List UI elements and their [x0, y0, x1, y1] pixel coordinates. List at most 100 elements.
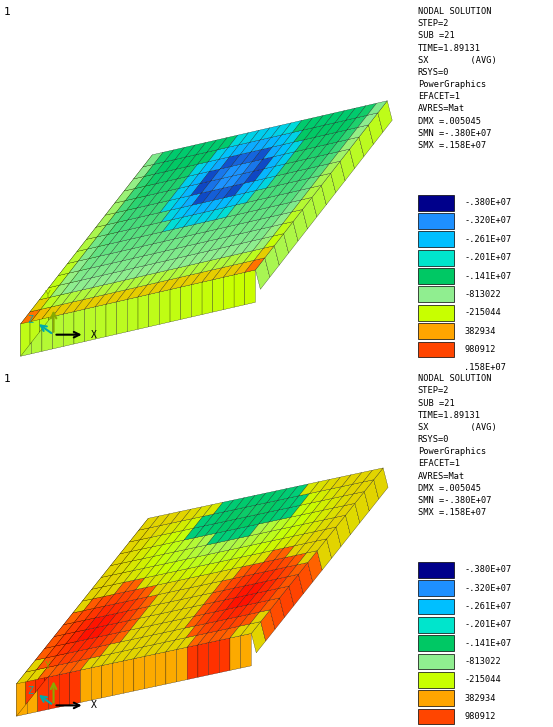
Polygon shape [190, 574, 211, 587]
Polygon shape [91, 665, 102, 700]
Polygon shape [144, 162, 164, 177]
Polygon shape [132, 625, 152, 640]
Polygon shape [251, 137, 271, 152]
Bar [418, 580, 455, 596]
Polygon shape [267, 174, 287, 188]
Polygon shape [154, 239, 174, 254]
Polygon shape [238, 209, 259, 224]
Polygon shape [120, 542, 129, 586]
Polygon shape [285, 149, 306, 164]
Polygon shape [116, 590, 136, 603]
Polygon shape [211, 166, 231, 181]
Polygon shape [81, 656, 101, 670]
Polygon shape [355, 491, 369, 523]
Polygon shape [135, 174, 155, 188]
Polygon shape [268, 577, 288, 591]
Polygon shape [312, 185, 326, 217]
Polygon shape [26, 660, 35, 704]
Text: -.320E+07: -.320E+07 [464, 584, 512, 593]
Polygon shape [105, 592, 125, 606]
Polygon shape [155, 640, 175, 654]
Polygon shape [249, 601, 269, 614]
Polygon shape [98, 232, 118, 246]
Polygon shape [124, 569, 144, 582]
Polygon shape [359, 125, 373, 156]
Polygon shape [284, 140, 304, 154]
Polygon shape [216, 519, 236, 533]
Polygon shape [219, 145, 239, 159]
Polygon shape [156, 169, 176, 184]
Polygon shape [290, 188, 311, 202]
Polygon shape [192, 190, 212, 205]
Polygon shape [213, 500, 234, 514]
Polygon shape [300, 176, 320, 190]
Polygon shape [164, 540, 184, 554]
Polygon shape [102, 573, 123, 587]
Polygon shape [340, 149, 354, 180]
Polygon shape [238, 603, 258, 616]
Polygon shape [119, 618, 139, 632]
Polygon shape [113, 571, 133, 585]
Polygon shape [331, 475, 351, 489]
Polygon shape [237, 200, 257, 214]
Polygon shape [133, 556, 153, 571]
Polygon shape [303, 116, 323, 130]
Polygon shape [261, 214, 281, 229]
Polygon shape [271, 123, 291, 137]
Polygon shape [113, 258, 133, 273]
Polygon shape [145, 172, 165, 186]
Polygon shape [72, 287, 93, 302]
Polygon shape [259, 598, 280, 612]
Polygon shape [63, 312, 74, 347]
Polygon shape [246, 178, 265, 193]
Polygon shape [211, 560, 231, 574]
Text: -.380E+07: -.380E+07 [464, 565, 512, 574]
Polygon shape [232, 161, 252, 176]
Polygon shape [323, 496, 343, 510]
Polygon shape [116, 198, 136, 213]
Polygon shape [199, 553, 218, 566]
Polygon shape [117, 287, 137, 302]
Polygon shape [185, 535, 206, 550]
Polygon shape [112, 561, 132, 575]
Polygon shape [251, 217, 270, 231]
Polygon shape [96, 603, 116, 618]
Polygon shape [188, 555, 208, 569]
Polygon shape [241, 633, 251, 668]
Polygon shape [156, 561, 176, 576]
Polygon shape [316, 132, 336, 147]
Polygon shape [187, 633, 207, 647]
Polygon shape [112, 249, 132, 263]
Polygon shape [153, 542, 174, 556]
Polygon shape [175, 626, 195, 640]
Polygon shape [206, 217, 227, 232]
Polygon shape [49, 675, 59, 710]
Polygon shape [140, 212, 160, 227]
Polygon shape [254, 246, 274, 260]
Polygon shape [181, 585, 201, 600]
Polygon shape [169, 265, 189, 280]
Polygon shape [168, 256, 187, 270]
Polygon shape [169, 186, 190, 201]
Polygon shape [200, 249, 220, 263]
Polygon shape [50, 283, 70, 297]
Polygon shape [153, 621, 173, 635]
Polygon shape [150, 210, 171, 225]
Polygon shape [95, 594, 114, 608]
Polygon shape [180, 576, 200, 590]
Polygon shape [269, 193, 289, 207]
Polygon shape [276, 161, 296, 176]
Polygon shape [226, 595, 246, 609]
Polygon shape [166, 638, 186, 651]
Polygon shape [171, 509, 191, 523]
Polygon shape [190, 260, 210, 275]
Polygon shape [198, 631, 218, 645]
Polygon shape [181, 507, 202, 521]
Polygon shape [137, 193, 158, 208]
Polygon shape [186, 624, 206, 638]
Polygon shape [262, 224, 283, 238]
Polygon shape [211, 256, 232, 270]
Polygon shape [80, 256, 100, 270]
Polygon shape [273, 222, 293, 236]
Polygon shape [111, 552, 131, 566]
